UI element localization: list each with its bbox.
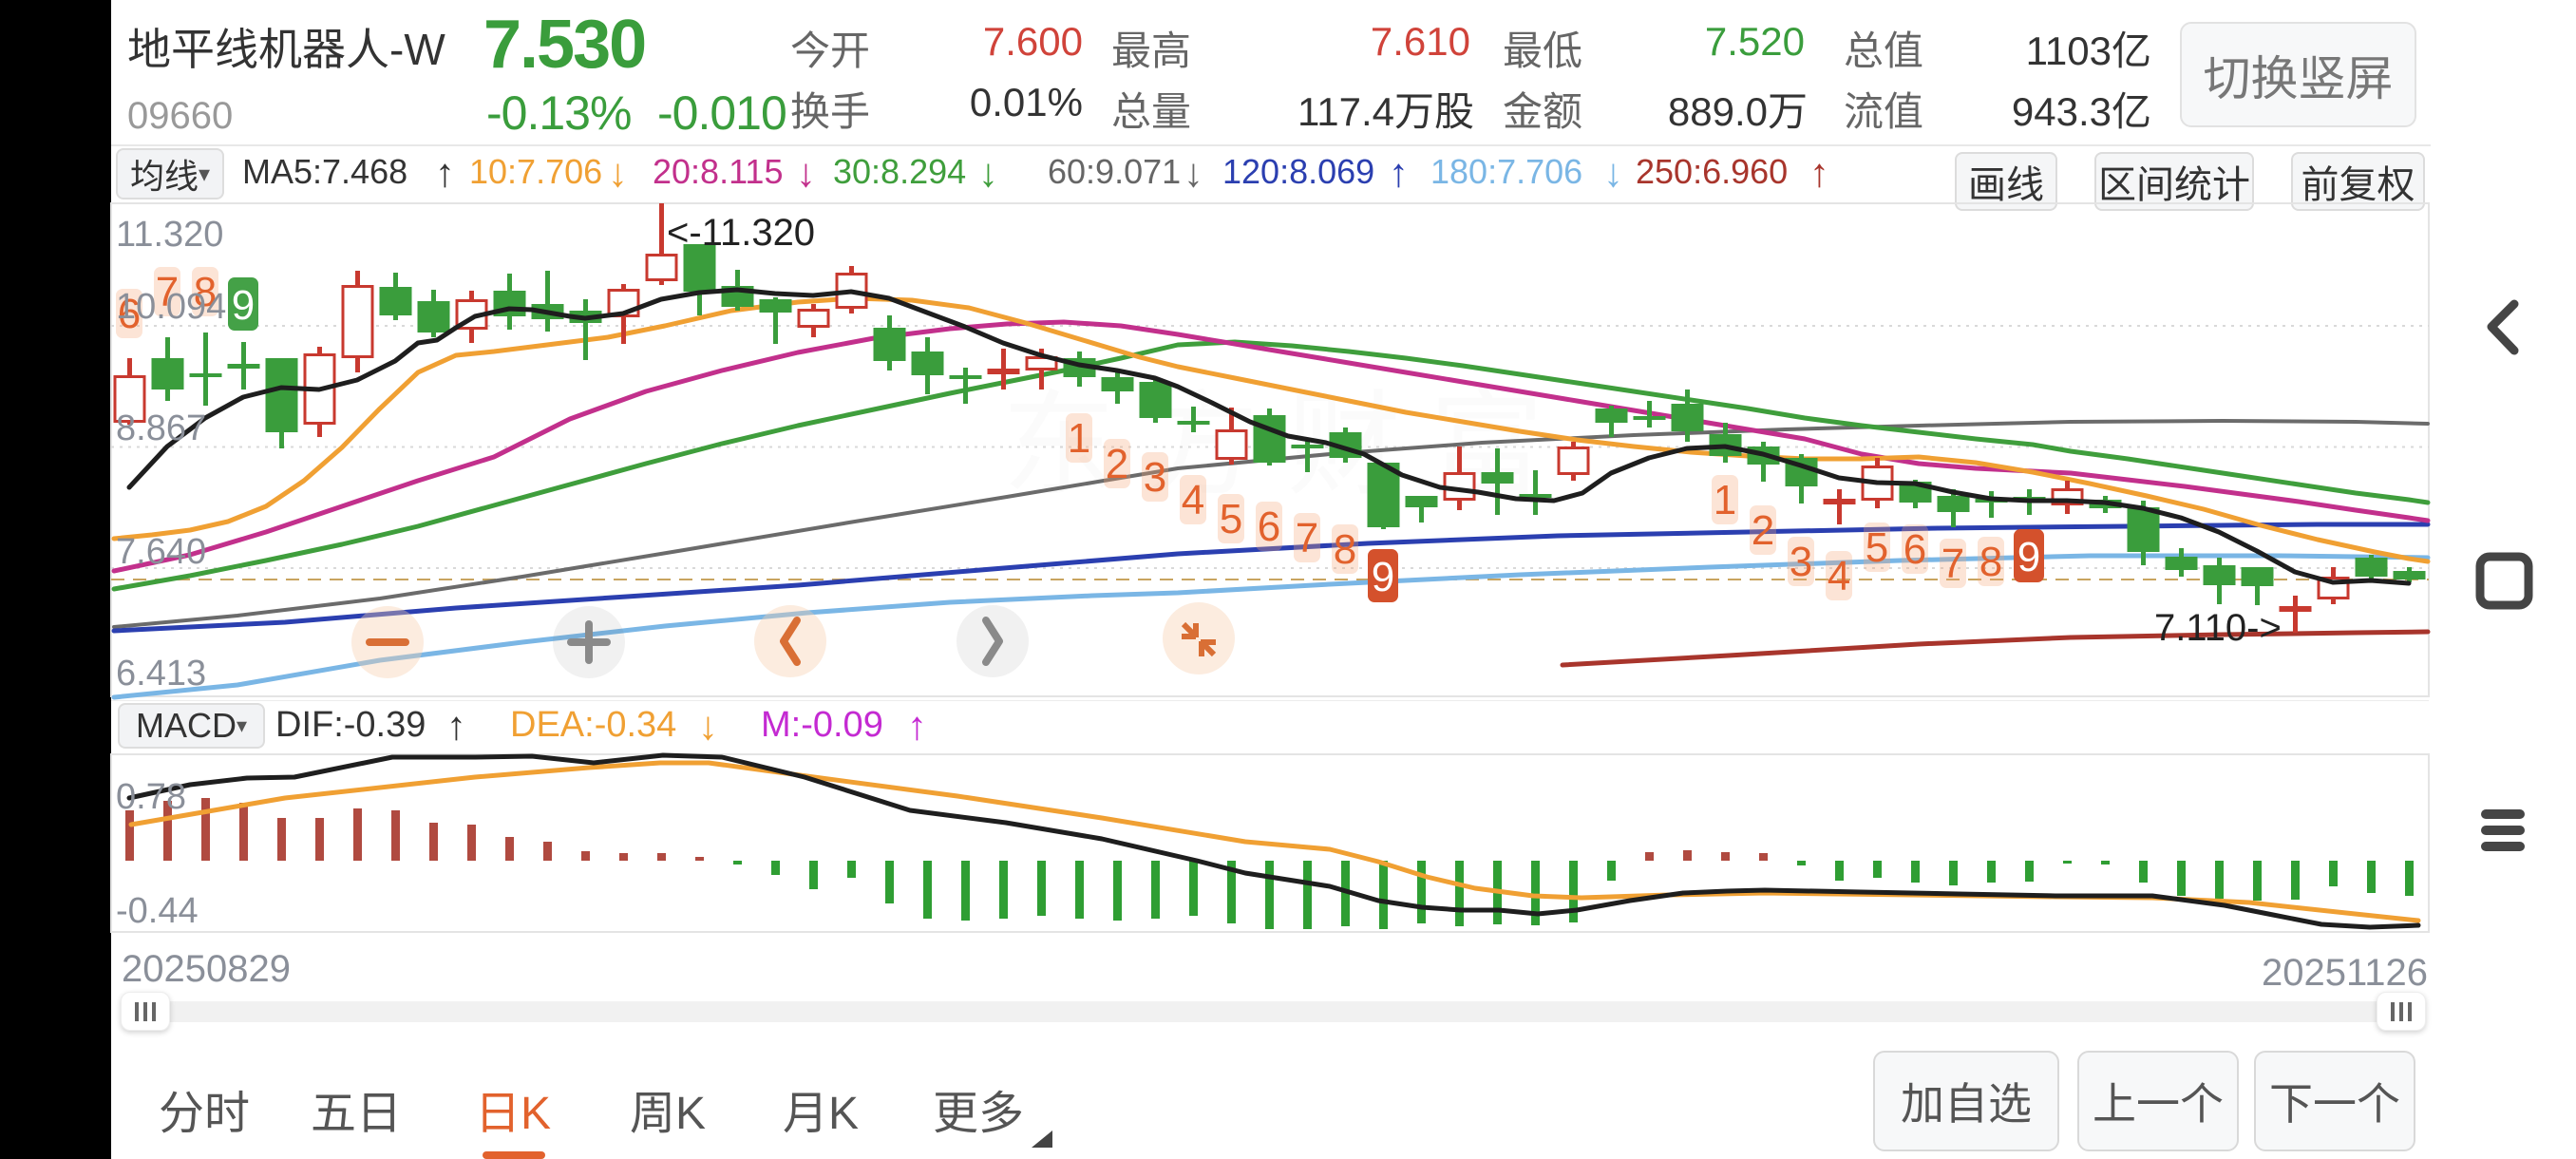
svg-text:1: 1 (1068, 415, 1090, 462)
svg-text:2: 2 (1752, 507, 1774, 554)
svg-text:1: 1 (1714, 477, 1736, 523)
svg-text:8.867: 8.867 (116, 408, 206, 448)
svg-text:8: 8 (194, 269, 217, 315)
svg-text:7.110->: 7.110-> (2154, 607, 2282, 649)
svg-text:5: 5 (1220, 496, 1242, 542)
svg-text:10.094: 10.094 (116, 287, 226, 327)
svg-text:9: 9 (1372, 554, 1394, 600)
svg-text:6: 6 (118, 291, 141, 337)
svg-text:5: 5 (1866, 524, 1888, 571)
svg-text:<-11.320: <-11.320 (667, 212, 815, 254)
svg-text:9: 9 (232, 282, 255, 329)
svg-text:4: 4 (1828, 553, 1850, 599)
svg-text:9: 9 (2017, 534, 2040, 580)
svg-text:6.413: 6.413 (116, 654, 206, 694)
svg-text:8: 8 (1979, 539, 2002, 585)
svg-text:7: 7 (156, 269, 179, 315)
svg-text:11.320: 11.320 (116, 215, 223, 255)
svg-text:6: 6 (1258, 504, 1280, 550)
svg-text:4: 4 (1182, 477, 1204, 523)
svg-text:6: 6 (1904, 526, 1926, 573)
svg-text:3: 3 (1144, 454, 1166, 501)
svg-text:3: 3 (1790, 539, 1812, 585)
svg-text:7: 7 (1941, 541, 1964, 587)
svg-text:-0.44: -0.44 (116, 891, 199, 931)
svg-text:0.78: 0.78 (116, 777, 186, 817)
svg-text:2: 2 (1106, 441, 1128, 487)
svg-text:7.640: 7.640 (116, 532, 206, 572)
svg-text:7: 7 (1296, 515, 1318, 561)
svg-text:8: 8 (1334, 526, 1356, 573)
